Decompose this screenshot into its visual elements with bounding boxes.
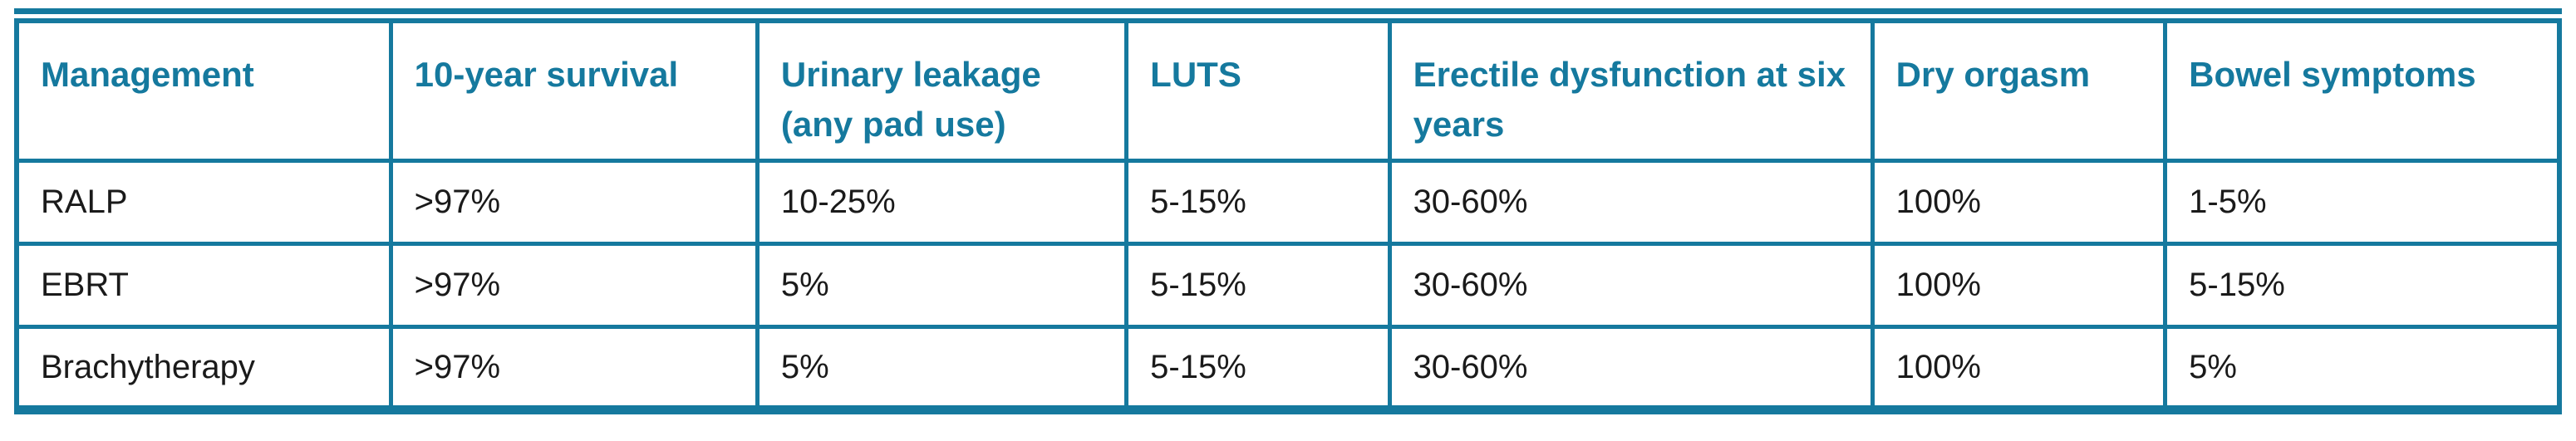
column-header-management: Management xyxy=(14,18,393,163)
table-cell: 100% xyxy=(1870,158,2168,246)
row-label: RALP xyxy=(14,158,393,246)
column-header-erectile-dysfunction: Erectile dysfunction at six years xyxy=(1387,18,1875,163)
table-cell: 30-60% xyxy=(1387,241,1875,329)
table-cell: 100% xyxy=(1870,241,2168,329)
table-cell: 5% xyxy=(2163,324,2562,412)
outcomes-table-frame: Management 10-year survival Urinary leak… xyxy=(14,8,2562,414)
table-cell: 5-15% xyxy=(1124,158,1392,246)
table-cell: 30-60% xyxy=(1387,324,1875,412)
column-header-bowel-symptoms: Bowel symptoms xyxy=(2163,18,2562,163)
table-cell: 30-60% xyxy=(1387,158,1875,246)
table-cell: 5-15% xyxy=(2163,241,2562,329)
table-row-ralp: RALP >97% 10-25% 5-15% 30-60% 100% 1-5% xyxy=(14,158,2562,246)
row-label: Brachytherapy xyxy=(14,324,393,412)
table-cell: >97% xyxy=(388,324,760,412)
table-row-brachytherapy: Brachytherapy >97% 5% 5-15% 30-60% 100% … xyxy=(14,324,2562,412)
table-cell: >97% xyxy=(388,158,760,246)
table-cell: 5-15% xyxy=(1124,324,1392,412)
column-header-luts: LUTS xyxy=(1124,18,1392,163)
outcomes-table: Management 10-year survival Urinary leak… xyxy=(14,18,2562,414)
row-label: EBRT xyxy=(14,241,393,329)
table-row-ebrt: EBRT >97% 5% 5-15% 30-60% 100% 5-15% xyxy=(14,241,2562,329)
header-row: Management 10-year survival Urinary leak… xyxy=(14,18,2562,163)
table-cell: 5% xyxy=(755,324,1129,412)
table-cell: 5-15% xyxy=(1124,241,1392,329)
table-cell: 1-5% xyxy=(2163,158,2562,246)
table-cell: 10-25% xyxy=(755,158,1129,246)
table-cell: 100% xyxy=(1870,324,2168,412)
column-header-10-year-survival: 10-year survival xyxy=(388,18,760,163)
table-cell: >97% xyxy=(388,241,760,329)
table-cell: 5% xyxy=(755,241,1129,329)
column-header-dry-orgasm: Dry orgasm xyxy=(1870,18,2168,163)
column-header-urinary-leakage: Urinary leakage (any pad use) xyxy=(755,18,1129,163)
